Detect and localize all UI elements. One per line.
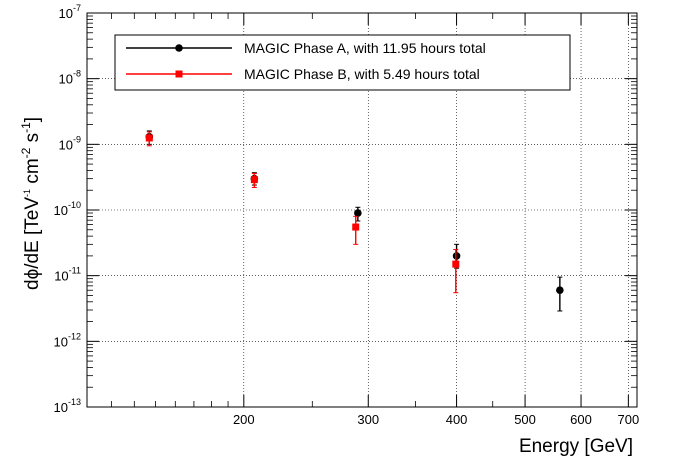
data-point bbox=[250, 176, 258, 184]
y-axis-title-exp2: -2 bbox=[19, 147, 33, 158]
x-tick-label: 400 bbox=[446, 412, 468, 427]
legend-marker-phase-b bbox=[175, 70, 183, 78]
x-tick-labels: 200 300 400 500 600 700 bbox=[233, 412, 639, 427]
x-tick-label: 500 bbox=[514, 412, 536, 427]
series-phase-b bbox=[145, 131, 460, 294]
y-tick-label-base: 10 bbox=[59, 6, 73, 21]
y-tick-label: 10-7 bbox=[59, 3, 81, 21]
y-axis-title-mid2: s bbox=[22, 133, 43, 148]
y-tick-label-exp: -11 bbox=[69, 266, 81, 276]
y-tick-label-exp: -7 bbox=[73, 3, 81, 13]
y-tick-label-base: 10 bbox=[59, 72, 73, 87]
x-axis-title: Energy [GeV] bbox=[519, 436, 633, 457]
y-tick-label-exp: -9 bbox=[73, 134, 81, 144]
y-tick-label-base: 10 bbox=[59, 137, 73, 152]
y-tick-label-base: 10 bbox=[54, 203, 68, 218]
legend: MAGIC Phase A, with 11.95 hours total MA… bbox=[114, 34, 571, 91]
x-tick-label: 700 bbox=[618, 412, 640, 427]
x-tick-label: 600 bbox=[570, 412, 592, 427]
data-marks bbox=[145, 130, 564, 312]
legend-label-phase-b: MAGIC Phase B, with 5.49 hours total bbox=[244, 66, 480, 82]
y-axis-title-exp1: -1 bbox=[22, 189, 32, 197]
y-tick-label-base: 10 bbox=[54, 400, 68, 415]
y-tick-label: 10-13 bbox=[54, 397, 81, 415]
y-tick-label-base: 10 bbox=[54, 269, 68, 284]
data-point bbox=[352, 223, 360, 231]
x-tick-label: 300 bbox=[357, 412, 379, 427]
data-point bbox=[556, 286, 564, 295]
y-axis-title: dϕ/dE [TeV-1 cm-2 s-1] bbox=[19, 117, 43, 290]
legend-entry-phase-a: MAGIC Phase A, with 11.95 hours total bbox=[126, 40, 486, 56]
y-tick-label: 10-10 bbox=[54, 200, 81, 218]
y-tick-label-exp: -12 bbox=[68, 331, 81, 341]
series-phase-a bbox=[145, 130, 564, 312]
legend-entry-phase-b: MAGIC Phase B, with 5.49 hours total bbox=[126, 66, 480, 82]
data-point bbox=[452, 252, 461, 260]
y-tick-label-base: 10 bbox=[54, 334, 68, 349]
y-tick-label: 10-9 bbox=[59, 134, 81, 152]
data-point bbox=[452, 260, 460, 268]
y-tick-label: 10-12 bbox=[54, 331, 81, 349]
legend-marker-phase-a bbox=[175, 44, 183, 52]
data-point bbox=[354, 209, 362, 217]
y-tick-label-exp: -8 bbox=[73, 69, 81, 79]
y-axis-title-mid: cm bbox=[22, 158, 43, 189]
axis-ticks bbox=[87, 12, 637, 408]
y-axis-title-exp3: -1 bbox=[19, 122, 33, 133]
y-tick-label: 10-8 bbox=[59, 69, 81, 87]
y-tick-label: 10-11 bbox=[54, 266, 81, 284]
y-tick-label-exp: -13 bbox=[68, 397, 81, 407]
y-axis-title-suffix: ] bbox=[22, 117, 43, 122]
x-tick-label: 200 bbox=[233, 412, 255, 427]
legend-box bbox=[114, 34, 571, 91]
y-axis-title-prefix: dϕ/dE [TeV bbox=[22, 197, 43, 290]
y-tick-label-exp: -10 bbox=[68, 200, 81, 210]
data-point bbox=[145, 134, 153, 142]
legend-label-phase-a: MAGIC Phase A, with 11.95 hours total bbox=[244, 40, 486, 56]
